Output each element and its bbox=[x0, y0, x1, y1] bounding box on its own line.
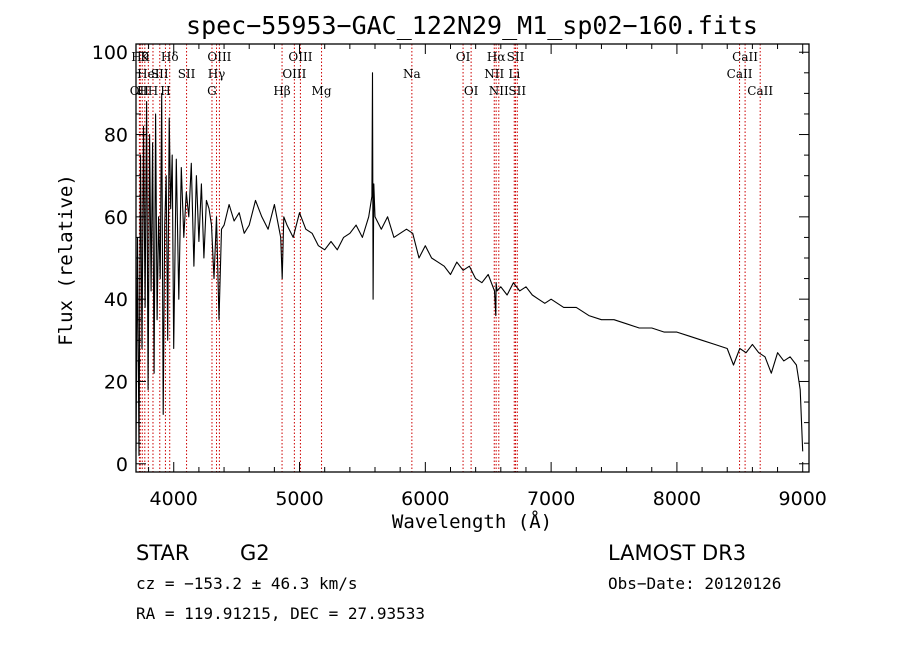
line-label-10: G bbox=[207, 84, 217, 98]
line-label-28: CaII bbox=[747, 84, 773, 98]
line-markers bbox=[138, 44, 761, 472]
line-label-2: H bbox=[137, 84, 147, 98]
x-tick-label-5000: 5000 bbox=[275, 488, 323, 510]
line-label-17: Na bbox=[403, 67, 421, 81]
line-label-21: Hα bbox=[487, 50, 506, 64]
axis-ticks: 4000 5000 6000 7000 8000 9000 0 20 40 60 80 100 bbox=[92, 42, 827, 510]
line-label-25: SII bbox=[508, 84, 526, 98]
line-label-23: Li bbox=[508, 67, 520, 81]
line-label-14: OIII bbox=[282, 67, 306, 81]
y-tick-label-100: 100 bbox=[92, 42, 128, 64]
survey-label: LAMOST DR3 bbox=[608, 541, 747, 565]
y-tick-label-20: 20 bbox=[104, 371, 128, 393]
subclass-label: G2 bbox=[240, 541, 270, 565]
line-label-8: Hδ bbox=[161, 50, 179, 64]
y-tick-label-80: 80 bbox=[104, 125, 128, 147]
line-label-6: SII bbox=[151, 67, 169, 81]
line-label-15: OIII bbox=[288, 50, 312, 64]
class-label: STAR bbox=[136, 541, 190, 565]
x-tick-label-9000: 9000 bbox=[779, 488, 827, 510]
x-tick-label-7000: 7000 bbox=[527, 488, 575, 510]
plot-frame bbox=[135, 43, 810, 473]
line-label-13: Hβ bbox=[273, 84, 290, 98]
line-label-24: SII bbox=[507, 50, 525, 64]
line-label-19: OI bbox=[464, 84, 479, 98]
cz-readout: cz = −153.2 ± 46.3 km/s bbox=[136, 574, 358, 593]
x-axis-title: Wavelength (Å) bbox=[392, 510, 552, 533]
line-label-16: Mg bbox=[312, 84, 332, 98]
spectrum-line bbox=[135, 72, 804, 457]
y-tick-label-0: 0 bbox=[116, 454, 128, 476]
line-label-27: CaII bbox=[732, 50, 758, 64]
line-label-26: CaII bbox=[727, 67, 753, 81]
line-label-0: OII bbox=[130, 84, 150, 98]
x-tick-label-8000: 8000 bbox=[653, 488, 701, 510]
line-label-3: K bbox=[140, 50, 150, 64]
line-label-5: H bbox=[148, 84, 158, 98]
y-tick-label-60: 60 bbox=[104, 207, 128, 229]
line-label-18: OI bbox=[456, 50, 471, 64]
y-tick-label-40: 40 bbox=[104, 289, 128, 311]
line-labels: OIIH9HKHeIHSIIHHδSIIGHγOIIIHβOIIIOIIIMgN… bbox=[130, 50, 774, 98]
y-axis-title: Flux (relative) bbox=[55, 174, 77, 346]
x-tick-label-4000: 4000 bbox=[150, 488, 198, 510]
line-label-20: NII bbox=[484, 67, 504, 81]
line-label-9: SII bbox=[178, 67, 196, 81]
chart-title: spec−55953−GAC_122N29_M1_sp02−160.fits bbox=[186, 11, 758, 40]
x-tick-label-6000: 6000 bbox=[401, 488, 449, 510]
line-label-12: OIII bbox=[207, 50, 231, 64]
obs-date-readout: Obs−Date: 20120126 bbox=[608, 574, 782, 593]
radec-readout: RA = 119.91215, DEC = 27.93533 bbox=[136, 604, 425, 623]
line-label-11: Hγ bbox=[208, 67, 226, 81]
line-label-7: H bbox=[160, 84, 170, 98]
line-label-1: H9 bbox=[131, 50, 149, 64]
spectrum-series bbox=[135, 72, 804, 457]
line-label-4: HeI bbox=[137, 67, 160, 81]
line-label-22: NII bbox=[489, 84, 509, 98]
